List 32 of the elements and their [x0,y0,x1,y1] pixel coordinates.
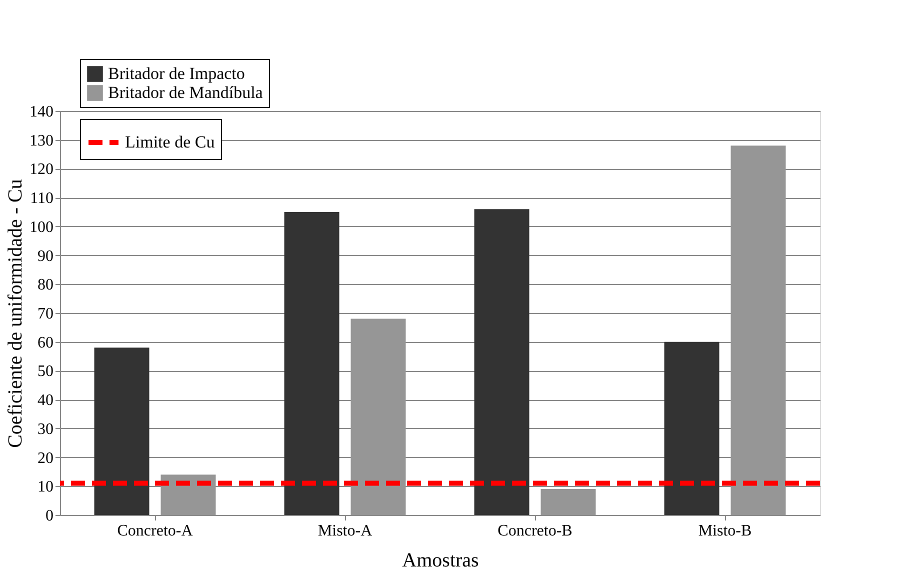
x-axis-title: Amostras [402,550,480,567]
y-tick-label: 90 [38,248,54,265]
bar [160,474,216,515]
x-tick-label: Concreto-B [498,522,572,540]
y-tick-label: 110 [30,190,54,208]
bar [474,209,530,515]
y-tick-label: 70 [38,306,54,322]
y-tick-label: 140 [30,104,54,120]
legend-label: Britador de Mandíbula [108,83,264,102]
y-axis-title: Coeficiente de uniformidade - Cu [4,179,26,448]
y-tick-label: 50 [38,363,54,380]
y-tick-label: 10 [38,478,54,496]
bar [284,212,340,515]
legend-label: Limite de Cu [125,132,216,152]
bar [94,348,150,515]
bar [540,489,596,515]
x-tick-label: Misto-B [698,522,752,540]
y-tick-label: 40 [38,392,54,410]
y-tick-label: 80 [38,276,54,294]
x-tick-label: Misto-A [318,522,373,540]
y-tick-label: 130 [30,132,54,150]
x-tick-label: Concreto-A [117,522,194,540]
y-tick-label: 120 [30,161,54,178]
bar [350,318,406,515]
bar [730,146,786,515]
bar [664,342,720,515]
y-tick-label: 100 [30,218,54,236]
y-tick-label: 0 [46,508,54,524]
y-tick-label: 20 [38,450,54,467]
y-tick-label: 30 [38,420,54,438]
legend-label: Britador de Impacto [108,64,245,83]
y-tick-label: 60 [38,334,54,352]
